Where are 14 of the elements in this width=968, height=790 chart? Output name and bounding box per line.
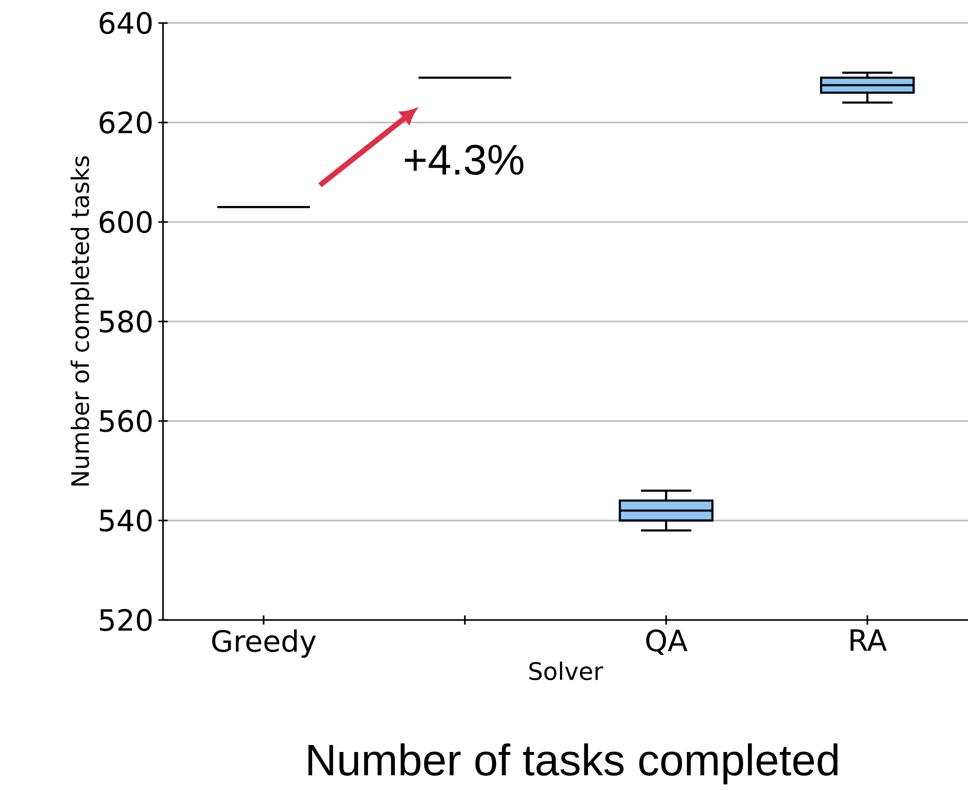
y-tick-label: 560	[100, 410, 152, 432]
x-tick-label: Greedy	[212, 629, 316, 658]
y-axis-title: Number of completed tasks	[70, 156, 94, 486]
y-tick-label: 520	[100, 608, 152, 632]
x-axis-title: Solver	[529, 662, 604, 680]
y-tick-label: 640	[100, 12, 152, 34]
x-tick-label: QA	[646, 629, 688, 655]
y-tick-label: 620	[100, 111, 152, 134]
annotation: +4.3%	[404, 144, 524, 175]
y-tick-label: 580	[100, 310, 152, 333]
y-tick-label: 600	[100, 210, 152, 234]
x-tick-label: RA	[850, 629, 887, 651]
text: Number of tasks completed	[308, 743, 838, 784]
y-tick-label: 540	[100, 509, 152, 532]
